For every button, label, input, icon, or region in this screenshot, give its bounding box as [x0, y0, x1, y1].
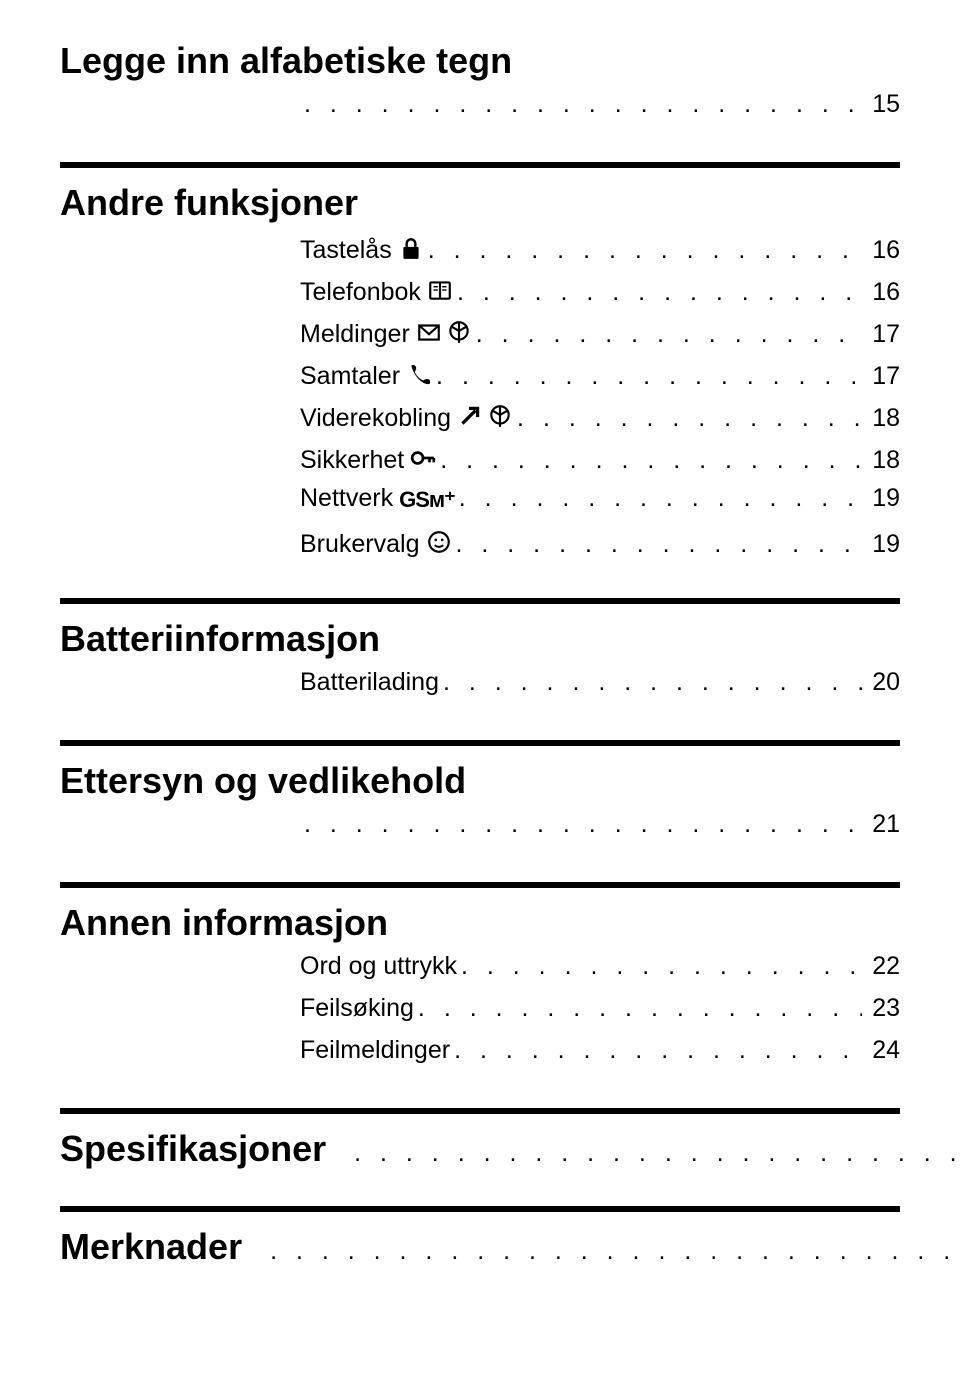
toc-entry: Sikkerhet 18: [300, 442, 900, 478]
smiley-icon: [426, 529, 452, 555]
arrow-up-right-icon: [457, 403, 483, 429]
toc-dots: [428, 236, 862, 265]
toc-dots: [270, 1237, 960, 1266]
toc-dots: [459, 484, 862, 513]
toc-dots: [476, 320, 862, 349]
toc-page: 17: [866, 362, 900, 391]
toc-label: Batterilading: [300, 668, 439, 697]
toc-label: Brukervalg: [300, 530, 420, 559]
toc-label: Meldinger: [300, 320, 410, 349]
toc-dots: [354, 1139, 960, 1168]
section-divider: [60, 1108, 900, 1114]
section-heading: Merknader: [60, 1226, 242, 1268]
toc-dots: [440, 446, 862, 475]
toc-entry: Feilsøking 23: [300, 994, 900, 1030]
toc-dots: [456, 530, 863, 559]
toc-entry: Brukervalg 19: [300, 526, 900, 562]
toc-entry: Ord og uttrykk 22: [300, 952, 900, 988]
toc-entry: Batterilading 20: [300, 668, 900, 704]
key-icon: [410, 445, 436, 471]
toc-page: 19: [866, 530, 900, 559]
toc-page: 18: [866, 404, 900, 433]
toc-entry: Feilmeldinger 24: [300, 1036, 900, 1072]
toc-entry: Tastelås 16: [300, 232, 900, 268]
toc-dots: [418, 994, 862, 1023]
toc-page: 17: [866, 320, 900, 349]
section-divider: [60, 1206, 900, 1212]
lock-icon: [398, 235, 424, 261]
toc-label: Tastelås: [300, 236, 392, 265]
book-icon: [427, 277, 453, 303]
toc-page: 19: [866, 484, 900, 513]
toc-entry: Meldinger 17: [300, 316, 900, 352]
section-divider: [60, 162, 900, 168]
toc-page: 18: [866, 446, 900, 475]
section-heading: Batteriinformasjon: [60, 618, 900, 660]
toc-section: Annen informasjon Ord og uttrykk 22 Feil…: [60, 902, 900, 1072]
toc-dots: [443, 668, 862, 697]
toc-dots: [304, 90, 862, 119]
toc-entry: Nettverk GSᴍ⁺ 19: [300, 484, 900, 520]
toc-section: Legge inn alfabetiske tegn 15: [60, 40, 900, 126]
toc-page: 16: [866, 236, 900, 265]
toc-label: Telefonbok: [300, 278, 421, 307]
toc-entry: Telefonbok 16: [300, 274, 900, 310]
toc-dots: [517, 404, 862, 433]
toc-label: Feilsøking: [300, 994, 414, 1023]
toc-page: 23: [866, 994, 900, 1023]
toc-section: Andre funksjoner Tastelås 16 Telefonbok …: [60, 182, 900, 562]
toc-entry: 21: [300, 810, 900, 846]
toc-section: Spesifikasjoner 25: [60, 1128, 900, 1170]
section-heading: Andre funksjoner: [60, 182, 900, 224]
toc-label: Feilmeldinger: [300, 1036, 450, 1065]
toc-label: Ord og uttrykk: [300, 952, 457, 981]
toc-page: 24: [866, 1036, 900, 1065]
section-heading: Ettersyn og vedlikehold: [60, 760, 900, 802]
toc-entry: Viderekobling 18: [300, 400, 900, 436]
toc-label: Viderekobling: [300, 404, 451, 433]
phone-icon: [406, 361, 432, 387]
toc-dots: [304, 810, 862, 839]
gsm-icon: GSᴍ⁺: [399, 487, 455, 513]
section-heading: Spesifikasjoner: [60, 1128, 326, 1170]
toc-entry: 15: [300, 90, 900, 126]
toc-dots: [461, 952, 862, 981]
envelope-icon: [416, 319, 442, 345]
toc-dots: [457, 278, 862, 307]
toc-page: 22: [866, 952, 900, 981]
toc-dots: [454, 1036, 862, 1065]
toc-entry: Samtaler 17: [300, 358, 900, 394]
antenna-icon: [446, 319, 472, 345]
toc-page: 16: [866, 278, 900, 307]
antenna-icon: [487, 403, 513, 429]
toc-label: Samtaler: [300, 362, 400, 391]
toc-section: Merknader 26: [60, 1226, 900, 1268]
toc-section: Batteriinformasjon Batterilading 20: [60, 618, 900, 704]
toc-page: 21: [866, 810, 900, 839]
toc-label: Sikkerhet: [300, 446, 404, 475]
toc-dots: [436, 362, 862, 391]
section-divider: [60, 882, 900, 888]
toc-label: Nettverk: [300, 484, 393, 513]
toc-page: 20: [866, 668, 900, 697]
toc-page: 15: [866, 90, 900, 119]
section-heading: Legge inn alfabetiske tegn: [60, 40, 900, 82]
section-divider: [60, 740, 900, 746]
section-divider: [60, 598, 900, 604]
toc-section: Ettersyn og vedlikehold 21: [60, 760, 900, 846]
section-heading: Annen informasjon: [60, 902, 900, 944]
